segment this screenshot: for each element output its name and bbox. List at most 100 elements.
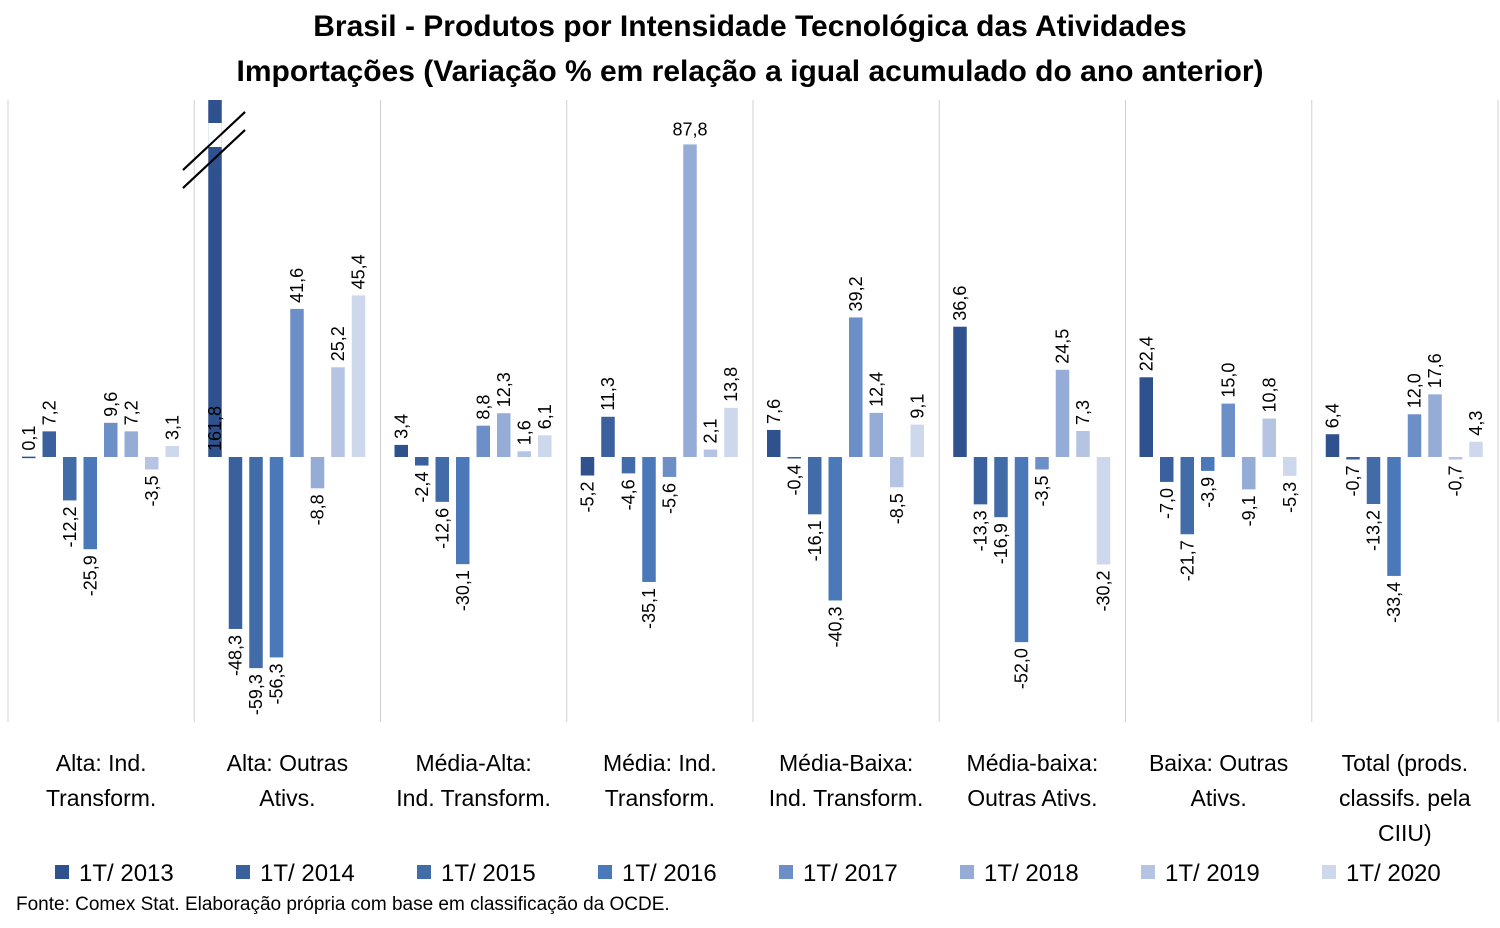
bar [497,413,511,457]
bar [1387,457,1401,576]
axis-break-mark [182,129,246,189]
legend-label: 1T/ 2013 [79,860,174,887]
bar [104,422,118,457]
bar [145,457,159,470]
data-label: 13,8 [721,367,741,402]
bar [849,317,863,457]
legend-swatch [960,865,974,879]
legend-label: 1T/ 2017 [803,860,898,887]
data-label: -5,6 [660,483,680,514]
data-label: -33,4 [1384,582,1404,623]
bar [1448,457,1463,460]
data-label: -13,2 [1364,510,1384,551]
category-label: Outras Ativs. [967,785,1097,811]
data-label: -40,3 [825,606,845,647]
legend-swatch [417,865,431,879]
data-label: 39,2 [846,276,866,311]
bar [1346,457,1360,460]
category-label: Ind. Transform. [396,785,551,811]
data-label: 12,0 [1405,373,1425,408]
legend-label: 1T/ 2016 [622,860,717,887]
legend-swatch [598,865,612,879]
category-label: classifs. pela [1339,785,1471,811]
data-label: -7,0 [1157,488,1177,519]
data-label: -12,2 [60,506,80,547]
data-label: 7,6 [764,399,784,424]
data-label: 15,0 [1218,363,1238,398]
bar [1428,394,1442,457]
legend-label: 1T/ 2018 [984,860,1079,887]
legend-label: 1T/ 2019 [1165,860,1260,887]
category-label: Transform. [46,785,156,811]
legend-swatch [55,865,69,879]
data-label: -30,2 [1094,571,1114,612]
bar [642,457,656,582]
bar [208,100,222,457]
category-label: Baixa: Outras [1149,750,1288,776]
bar [808,457,822,515]
bar [994,457,1008,518]
data-label: -3,5 [142,475,162,506]
bar [973,457,988,505]
data-label: -48,3 [226,635,246,676]
category-label: Ind. Transform. [769,785,924,811]
category-label: Média-Alta: [415,750,531,776]
bar [1180,457,1194,535]
category-label: Transform. [605,785,715,811]
data-label: 7,3 [1073,400,1093,425]
bar [476,425,490,457]
bar [63,457,77,501]
bar [1262,418,1276,457]
data-label: -16,9 [991,523,1011,564]
chart-title: Brasil - Produtos por Intensidade Tecnol… [313,10,1187,43]
legend-swatch [236,865,250,879]
bar [1325,434,1340,457]
data-label: -56,3 [267,663,287,704]
bar [435,457,449,502]
data-label: -0,4 [784,464,804,495]
bar [351,295,366,457]
bar [1160,457,1174,482]
data-label: 10,8 [1259,378,1279,413]
data-label: -30,1 [453,570,473,611]
category-label: Alta: Ind. [56,750,147,776]
data-label: -8,8 [308,494,328,525]
bar [1201,457,1215,471]
data-label: -2,4 [412,472,432,503]
data-label: 36,6 [950,286,970,321]
bar [1055,369,1070,457]
bar [601,416,615,457]
data-label: 87,8 [672,119,707,139]
data-label: 45,4 [349,254,369,289]
category-label: Total (prods. [1342,750,1469,776]
bar [910,424,924,457]
data-label: 1,6 [514,420,534,445]
bar [1242,457,1256,490]
data-label: 0,1 [19,426,39,451]
legend-swatch [1141,865,1155,879]
bar [1366,457,1381,504]
bar [703,449,718,457]
bar [310,457,325,489]
data-label: -3,5 [1032,475,1052,506]
bar [662,457,677,477]
data-label: 41,6 [287,268,307,303]
data-label: 24,5 [1053,329,1073,364]
category-label: Alta: Outras [227,750,348,776]
legend-label: 1T/ 2015 [441,860,536,887]
data-label: -8,5 [887,493,907,524]
bar [538,435,552,457]
bar [890,457,904,488]
bar [517,451,531,457]
data-label: -16,1 [805,520,825,561]
bar [1035,457,1049,470]
bar [869,412,883,457]
bar [83,457,97,550]
data-label: -0,7 [1446,465,1466,496]
category-label: Média-baixa: [967,750,1099,776]
category-label: Ativs. [259,785,315,811]
bar [331,367,345,457]
data-label: -0,7 [1343,465,1363,496]
source-note: Fonte: Comex Stat. Elaboração própria co… [16,894,670,915]
data-label: 9,6 [101,392,121,417]
